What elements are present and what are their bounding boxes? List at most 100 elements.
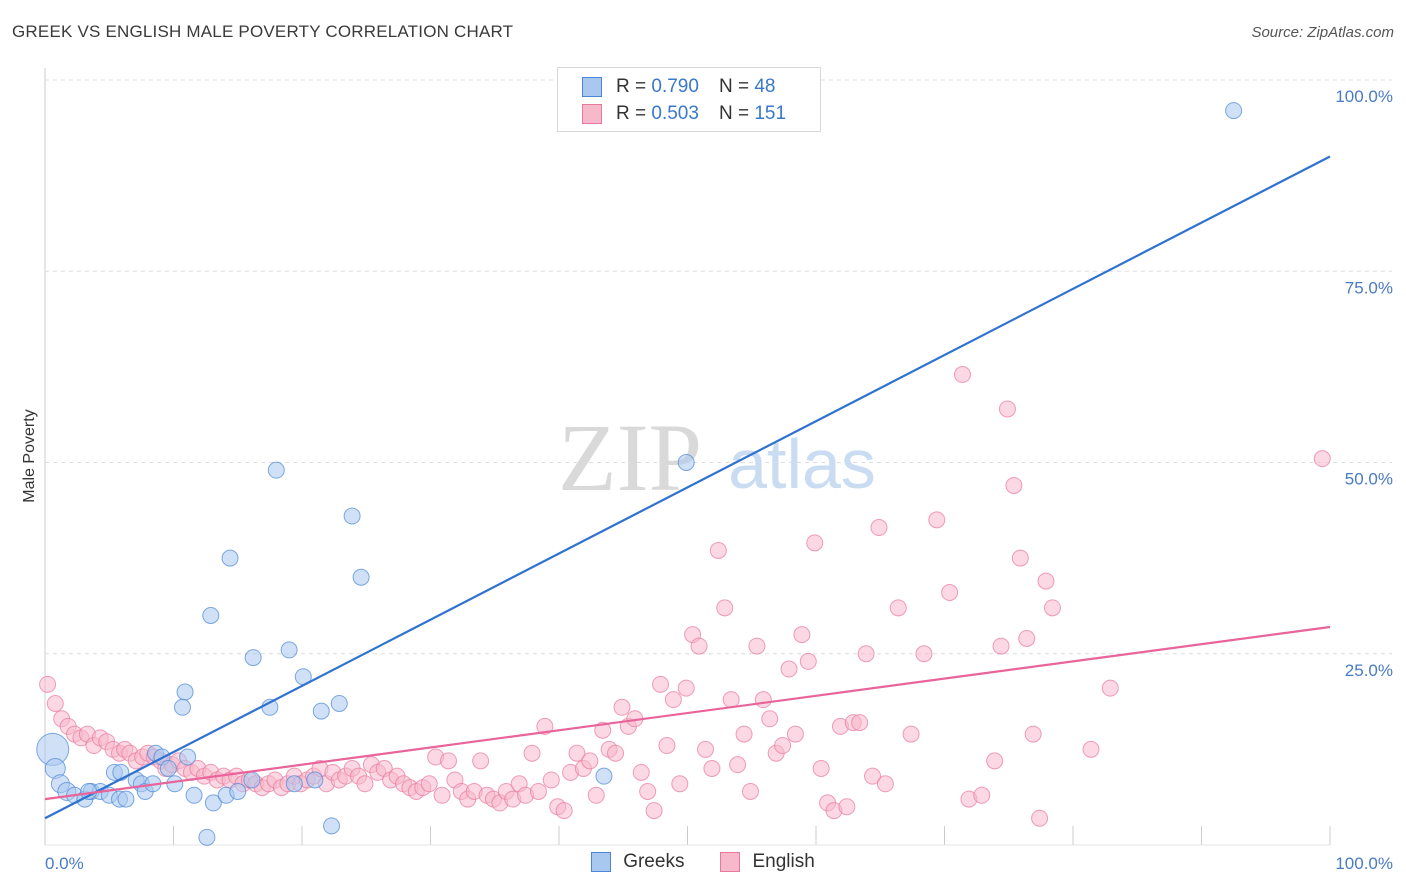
trend-lines bbox=[44, 155, 1331, 820]
greeks-point bbox=[352, 568, 370, 586]
english-point bbox=[774, 737, 792, 755]
greeks-point bbox=[1225, 102, 1243, 120]
english-point bbox=[786, 725, 804, 743]
english-point bbox=[439, 752, 457, 770]
english-swatch bbox=[582, 104, 602, 124]
english-point bbox=[812, 760, 830, 777]
greeks-legend-label: Greeks bbox=[623, 851, 685, 872]
english-point bbox=[992, 637, 1010, 655]
english-point bbox=[741, 782, 759, 800]
watermark-atlas: atlas bbox=[728, 425, 876, 503]
english-point bbox=[928, 511, 946, 529]
greeks-point bbox=[280, 641, 298, 659]
english-point bbox=[998, 400, 1016, 418]
greeks-point bbox=[117, 790, 135, 808]
greeks-point bbox=[323, 817, 341, 835]
english-point bbox=[420, 775, 438, 793]
greeks-point bbox=[166, 775, 184, 793]
series-legend: Greeks English bbox=[0, 851, 1406, 873]
english-point bbox=[838, 798, 856, 816]
english-point bbox=[876, 775, 894, 793]
greeks-point bbox=[173, 698, 191, 716]
english-point bbox=[46, 694, 64, 712]
english-r-value: 0.503 bbox=[651, 103, 699, 124]
greeks-point bbox=[202, 607, 220, 624]
english-point bbox=[433, 786, 451, 804]
english-point bbox=[587, 786, 605, 804]
greeks-point bbox=[204, 794, 222, 812]
english-point bbox=[851, 714, 869, 732]
english-point bbox=[1031, 809, 1049, 827]
english-point bbox=[941, 584, 959, 602]
legend-row-english: R = 0.503 N = 151 bbox=[582, 101, 786, 127]
greeks-swatch bbox=[582, 77, 602, 97]
greeks-point bbox=[267, 461, 285, 479]
greeks-point bbox=[595, 767, 613, 785]
x-tick-label: 100.0% bbox=[1335, 854, 1393, 873]
english-point bbox=[632, 763, 650, 781]
english-point bbox=[39, 675, 57, 693]
english-point bbox=[581, 752, 599, 770]
greeks-legend-swatch bbox=[591, 852, 612, 872]
english-point bbox=[568, 744, 586, 762]
english-point bbox=[986, 752, 1004, 770]
english-point bbox=[671, 775, 689, 793]
english-point bbox=[889, 599, 907, 617]
chart-title: GREEK VS ENGLISH MALE POVERTY CORRELATIO… bbox=[12, 22, 514, 41]
legend-item-greeks[interactable]: Greeks bbox=[591, 851, 684, 873]
legend-row-greeks: R = 0.790 N = 48 bbox=[582, 74, 775, 100]
english-point bbox=[716, 599, 734, 617]
english-point bbox=[793, 626, 811, 644]
english-trend-line bbox=[44, 625, 1331, 801]
greeks-point bbox=[179, 748, 197, 766]
watermark: ZIP atlas bbox=[558, 404, 876, 511]
greeks-trend-line bbox=[44, 155, 1331, 820]
tick-labels: 100.0% 75.0% 50.0% 25.0% 0.0% 100.0% bbox=[45, 87, 1393, 873]
english-point bbox=[761, 710, 779, 728]
english-point bbox=[1082, 740, 1100, 758]
legend-item-english[interactable]: English bbox=[720, 851, 815, 873]
english-point bbox=[472, 752, 490, 770]
english-point bbox=[864, 767, 882, 785]
english-point bbox=[529, 782, 547, 800]
greeks-point bbox=[112, 763, 130, 781]
x-tick-label: 0.0% bbox=[45, 854, 84, 873]
english-point bbox=[1101, 679, 1119, 697]
greeks-point bbox=[243, 771, 261, 789]
english-point bbox=[735, 725, 753, 743]
english-point bbox=[703, 760, 721, 777]
english-n-value: 151 bbox=[754, 103, 787, 124]
greeks-point bbox=[229, 782, 247, 800]
y-tick-label: 75.0% bbox=[1345, 278, 1393, 297]
english-point bbox=[870, 519, 888, 537]
y-tick-label: 100.0% bbox=[1335, 87, 1393, 106]
english-point bbox=[645, 802, 663, 820]
greeks-r-label: R = bbox=[616, 76, 647, 97]
english-point bbox=[1018, 629, 1036, 647]
english-point bbox=[1024, 725, 1042, 743]
english-point bbox=[555, 802, 573, 820]
english-point bbox=[356, 775, 374, 793]
english-r-label: R = bbox=[616, 103, 647, 124]
english-point bbox=[799, 652, 817, 670]
english-n-label: N = bbox=[718, 103, 750, 124]
english-legend-swatch bbox=[720, 852, 741, 872]
english-point bbox=[915, 645, 933, 663]
greeks-point bbox=[677, 454, 695, 471]
greeks-r-value: 0.790 bbox=[651, 76, 699, 97]
greeks-point bbox=[185, 786, 203, 804]
stats-legend: R = 0.790 N = 48 R = 0.503 N = 151 bbox=[557, 67, 821, 132]
english-point bbox=[607, 744, 625, 762]
english-point bbox=[1005, 476, 1023, 494]
english-point bbox=[722, 691, 740, 709]
english-point bbox=[902, 725, 920, 743]
english-point bbox=[594, 721, 612, 739]
english-point bbox=[1037, 572, 1055, 590]
english-point bbox=[729, 756, 747, 774]
source-note: Source: ZipAtlas.com bbox=[1251, 24, 1394, 41]
english-point bbox=[709, 541, 727, 559]
greeks-point bbox=[306, 771, 324, 789]
english-point bbox=[536, 717, 554, 735]
english-point bbox=[806, 534, 824, 552]
